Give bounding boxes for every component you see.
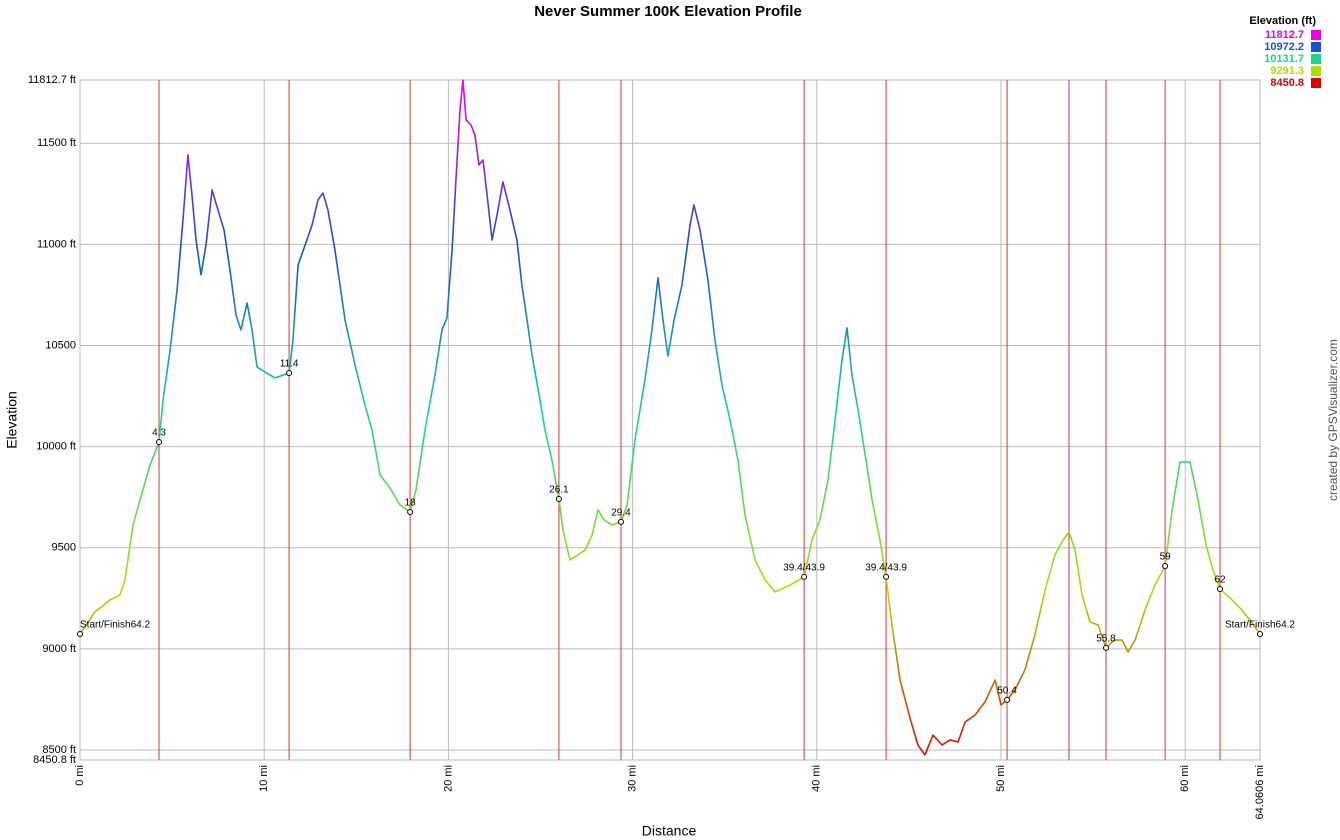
x-tick-label: 0 mi	[74, 765, 86, 786]
x-tick-label: 40 mi	[811, 765, 823, 792]
waypoint-label: 4.3	[152, 428, 166, 439]
y-tick-label: 10500	[45, 339, 76, 351]
waypoint-label: 11.4	[280, 359, 299, 370]
y-axis-label: Elevation	[4, 391, 20, 449]
x-axis-label: Distance	[642, 823, 697, 839]
legend-swatch	[1311, 42, 1321, 52]
waypoint-marker	[77, 630, 83, 637]
waypoint-label: Start/Finish64.2	[80, 620, 150, 631]
y-tick-label: 9000 ft	[42, 643, 76, 655]
x-tick-label: 20 mi	[442, 765, 454, 792]
x-tick-label: 64.0606 mi	[1254, 765, 1266, 819]
legend-swatch	[1311, 78, 1321, 88]
waypoint-marker	[555, 496, 562, 503]
waypoint-label: 26.1	[549, 485, 569, 496]
waypoint-label: 50.4	[997, 686, 1017, 697]
y-tick-label: 11000 ft	[37, 238, 76, 250]
waypoint-marker	[1217, 586, 1224, 593]
y-tick-label: 8500 ft	[42, 744, 76, 756]
waypoint-marker	[156, 438, 163, 445]
elevation-line	[79, 79, 1261, 756]
chart-title: Never Summer 100K Elevation Profile	[534, 3, 802, 20]
x-tick-label: 30 mi	[627, 765, 639, 792]
waypoint-marker	[617, 518, 624, 525]
waypoint-marker	[801, 573, 808, 580]
waypoint-label: 59	[1160, 552, 1172, 563]
y-tick-label: 11812.7 ft	[28, 74, 76, 86]
waypoint-label: 39.4/43.9	[783, 563, 825, 574]
x-tick-label: 10 mi	[258, 765, 270, 792]
legend-swatch	[1311, 54, 1321, 64]
x-tick-label: 50 mi	[995, 765, 1007, 792]
waypoint-marker	[883, 573, 890, 580]
waypoint-label: 55.8	[1096, 634, 1116, 645]
plot-area	[79, 79, 1261, 761]
y-tick-label: 10000 ft	[36, 441, 76, 453]
legend-swatch	[1311, 66, 1321, 76]
y-tick-label: 11500 ft	[37, 137, 76, 149]
y-tick-label: 9500	[52, 542, 76, 554]
credit: created by GPSVisualizer.com	[1326, 339, 1340, 501]
legend-label: 10131.7	[1264, 53, 1304, 65]
waypoint-label: 18	[405, 498, 417, 509]
waypoint-marker	[407, 508, 414, 515]
waypoint-label: 62	[1214, 575, 1226, 586]
y-tick-label: 8450.8 ft	[33, 754, 76, 766]
legend-label: 9291.3	[1270, 65, 1304, 77]
waypoint-marker	[1256, 630, 1263, 637]
x-tick-label: 60 mi	[1179, 765, 1191, 792]
waypoint-marker	[1162, 562, 1169, 569]
legend-label: 11812.7	[1265, 29, 1304, 41]
legend-label: 8450.8	[1270, 77, 1304, 89]
waypoint-marker	[286, 370, 293, 377]
waypoint-label: 39.4/43.9	[865, 563, 907, 574]
waypoint-marker	[1102, 644, 1109, 651]
legend-swatch	[1311, 30, 1321, 40]
waypoint-marker	[1004, 696, 1011, 703]
legend-title: Elevation (ft)	[1249, 15, 1316, 27]
waypoint-label: Start/Finish64.2	[1225, 620, 1295, 631]
legend-label: 10972.2	[1264, 41, 1304, 53]
waypoint-label: 29.4	[611, 508, 631, 519]
